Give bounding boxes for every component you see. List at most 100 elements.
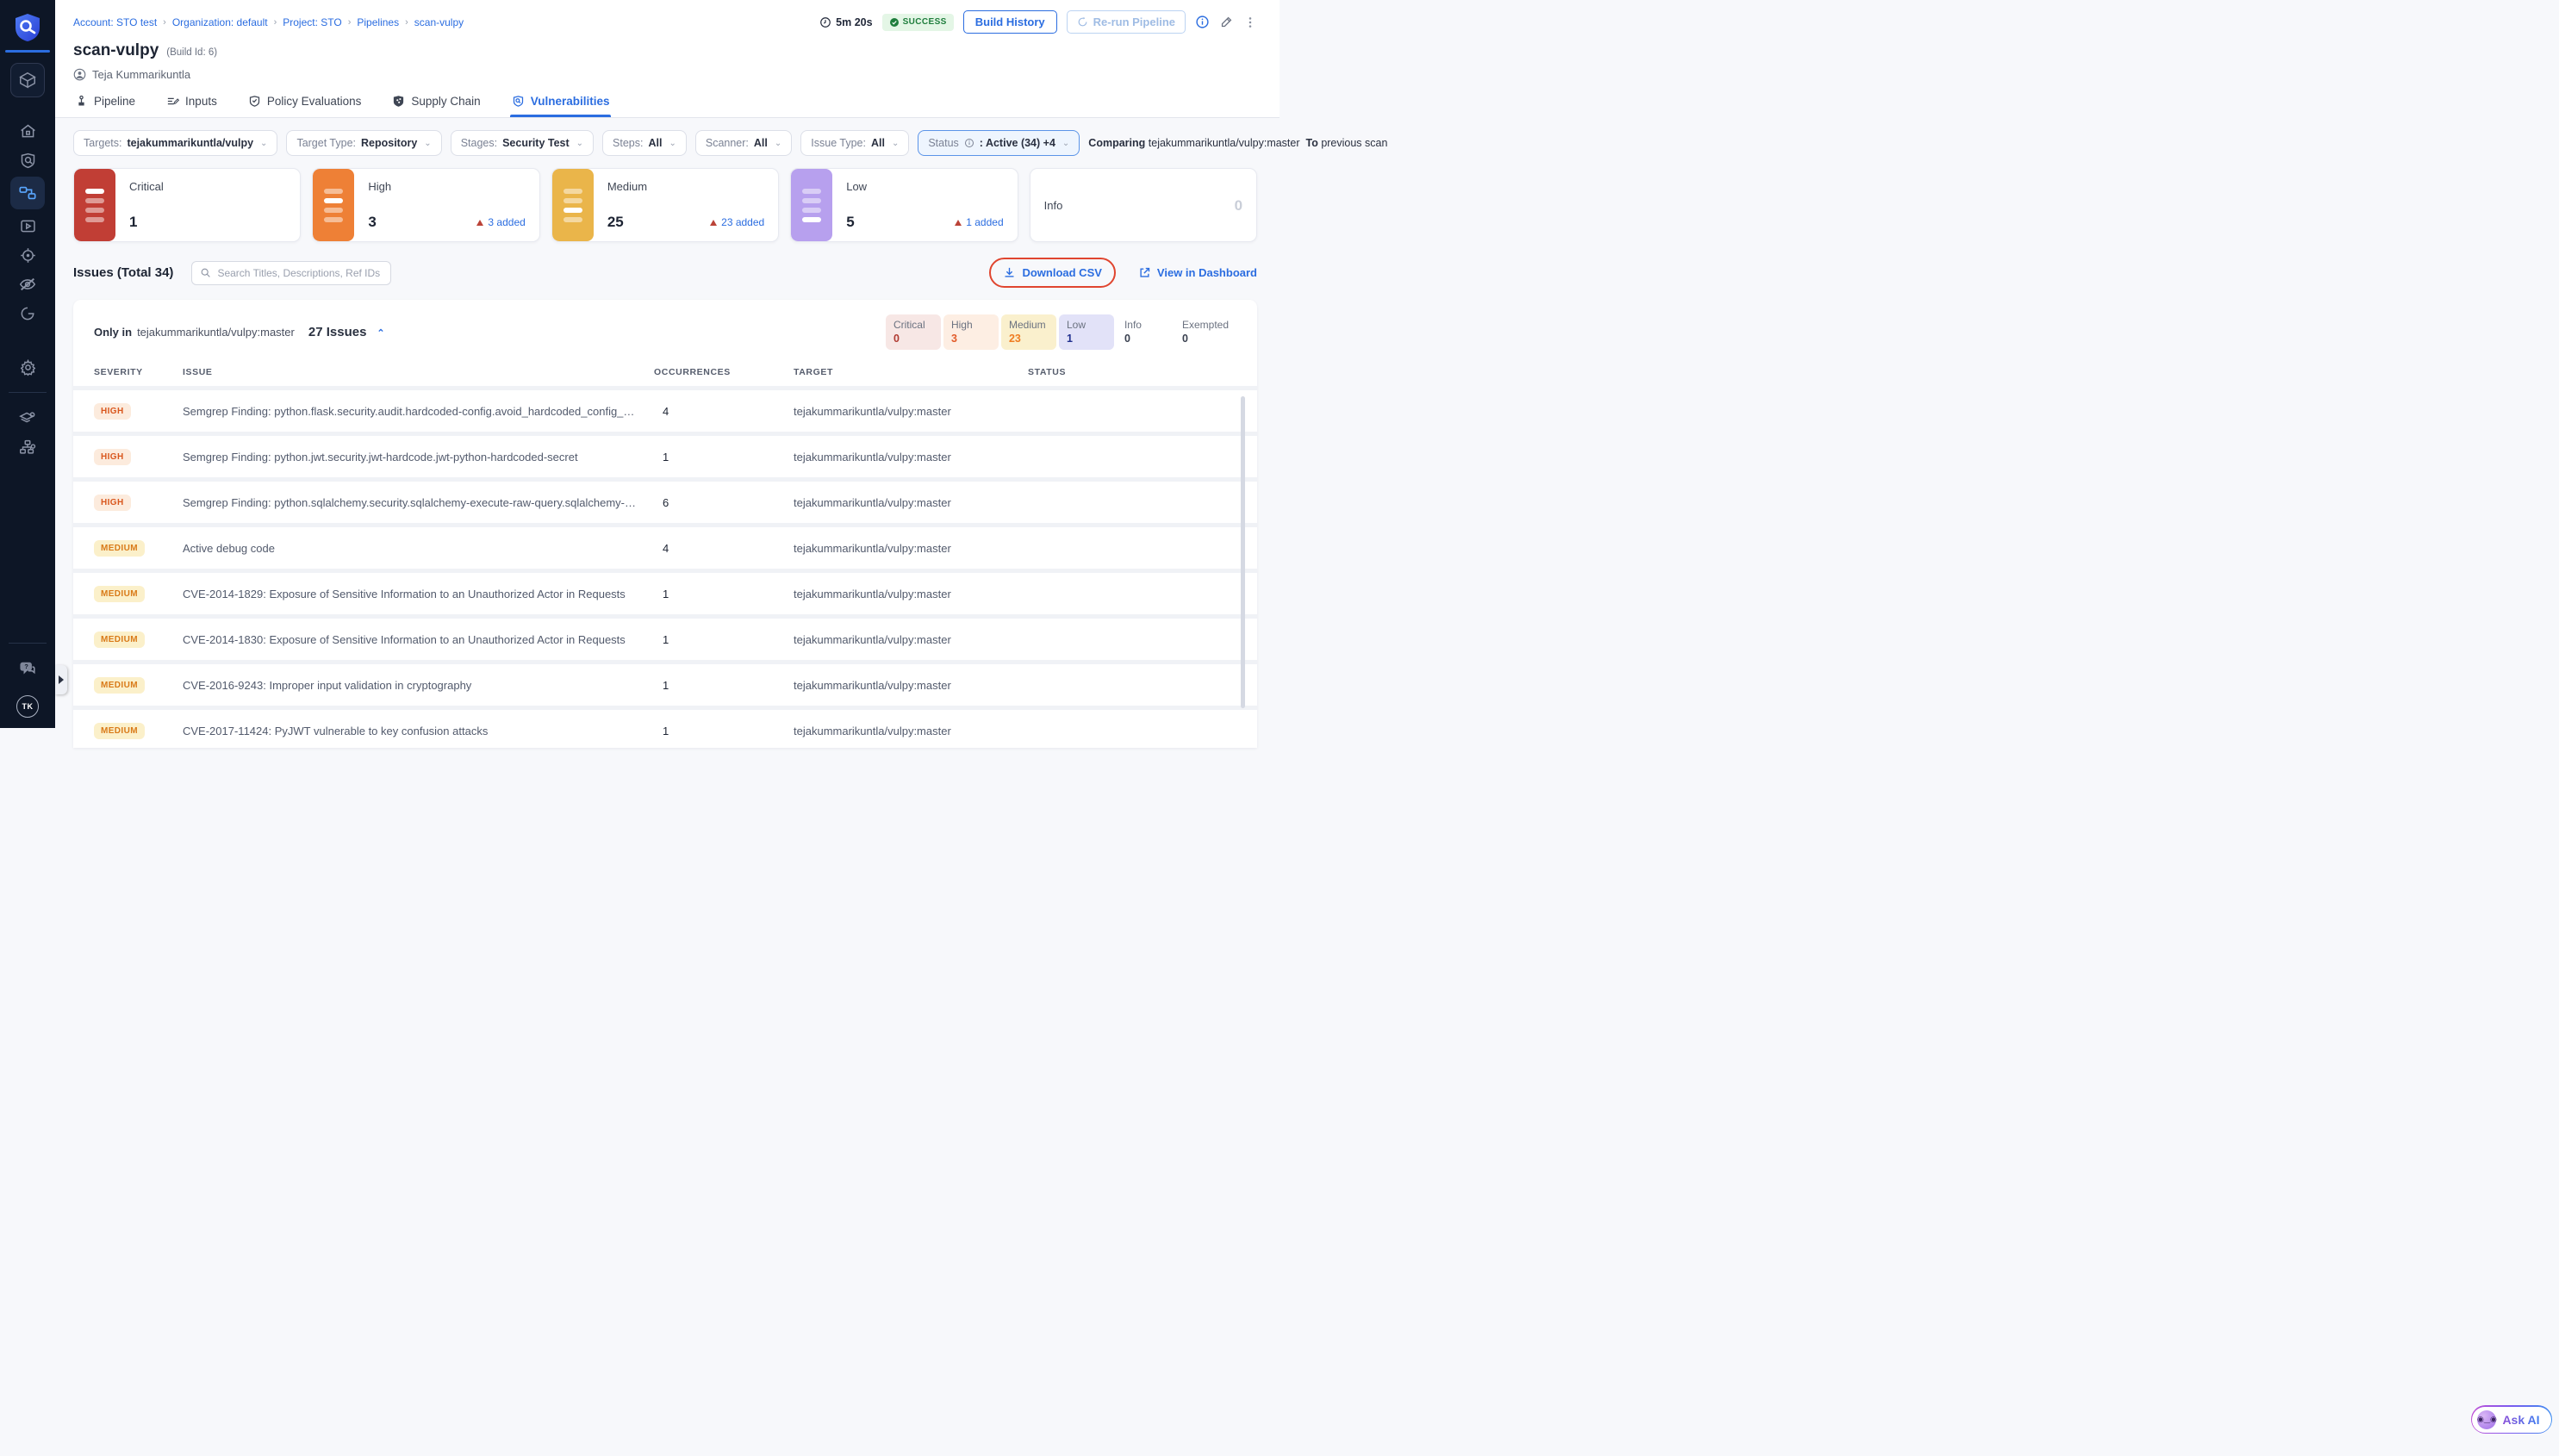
table-row[interactable]: HIGH Semgrep Finding: python.sqlalchemy.…: [73, 482, 1257, 523]
issues-panel: Only in tejakummarikuntla/vulpy:master 2…: [73, 300, 1257, 748]
view-in-dashboard-button[interactable]: View in Dashboard: [1138, 266, 1257, 279]
issues-total-title: Issues (Total 34): [73, 265, 173, 280]
module-cube-icon[interactable]: [10, 63, 45, 97]
table-row[interactable]: MEDIUM CVE-2016-9243: Improper input val…: [73, 664, 1257, 706]
table-scrollbar[interactable]: [1241, 396, 1245, 708]
sidebar-item-exemptions-icon[interactable]: [10, 299, 45, 328]
low-count: 5: [846, 214, 854, 231]
sidebar: ? TK: [0, 0, 55, 728]
collapse-chevron-icon[interactable]: ⌃: [377, 327, 384, 339]
table-row[interactable]: MEDIUM CVE-2017-11424: PyJWT vulnerable …: [73, 710, 1257, 748]
delta-up-icon: [710, 220, 717, 226]
critical-count: 1: [129, 214, 137, 231]
severity-badge: MEDIUM: [94, 632, 145, 648]
breadcrumb-project[interactable]: Project: STO: [283, 16, 341, 28]
sidebar-item-executions[interactable]: [10, 211, 45, 240]
build-history-button[interactable]: Build History: [963, 10, 1057, 34]
filter-scanner[interactable]: Scanner:All⌄: [695, 130, 792, 156]
table-row[interactable]: HIGH Semgrep Finding: python.jwt.securit…: [73, 436, 1257, 477]
target: tejakummarikuntla/vulpy:master: [794, 451, 1028, 464]
status-badge: SUCCESS: [882, 14, 954, 31]
table-row[interactable]: HIGH Semgrep Finding: python.flask.secur…: [73, 390, 1257, 432]
chip-high: High3: [943, 314, 999, 350]
expand-triangle-icon: [59, 675, 64, 684]
table-header: SEVERITYISSUEOCCURRENCESTARGETSTATUS: [73, 358, 1257, 386]
svg-text:?: ?: [24, 663, 28, 670]
table-row[interactable]: MEDIUM Active debug code 4 tejakummariku…: [73, 527, 1257, 569]
tab-policy-evaluations[interactable]: Policy Evaluations: [246, 87, 364, 117]
severity-badge: HIGH: [94, 449, 131, 465]
sidebar-expand-handle[interactable]: [55, 665, 67, 694]
issue-title: Semgrep Finding: python.jwt.security.jwt…: [183, 451, 654, 464]
ask-ai-button[interactable]: ◉‿◉ Ask AI: [2471, 1405, 2552, 1434]
card-high[interactable]: High 3 3 added: [312, 168, 539, 242]
sidebar-item-pipelines[interactable]: [10, 177, 45, 209]
severity-badge: MEDIUM: [94, 586, 145, 602]
card-low[interactable]: Low 5 1 added: [790, 168, 1018, 242]
table-row[interactable]: MEDIUM CVE-2014-1830: Exposure of Sensit…: [73, 619, 1257, 660]
table-row[interactable]: MEDIUM CVE-2014-1829: Exposure of Sensit…: [73, 573, 1257, 614]
chevron-down-icon: ⌄: [260, 139, 267, 148]
chevron-down-icon: ⌄: [775, 139, 781, 148]
tab-supply-chain[interactable]: Supply Chain: [390, 87, 482, 117]
sidebar-divider: [9, 392, 47, 393]
info-icon[interactable]: [1195, 15, 1210, 29]
tab-bar: Pipeline Inputs Policy Evaluations Suppl…: [73, 87, 611, 117]
search-icon: [200, 267, 211, 278]
edit-pencil-icon[interactable]: [1219, 15, 1234, 29]
issues-search[interactable]: [191, 261, 391, 285]
user-icon: [73, 68, 86, 81]
sidebar-item-settings-gear-icon[interactable]: [10, 352, 45, 382]
chevron-down-icon: ⌄: [576, 139, 583, 148]
info-count: 0: [1235, 197, 1242, 215]
issue-title: CVE-2014-1829: Exposure of Sensitive Inf…: [183, 588, 654, 600]
filter-status[interactable]: Status : Active (34) +4⌄: [918, 130, 1080, 156]
card-info[interactable]: Info0: [1030, 168, 1257, 242]
help-chat-icon[interactable]: ?: [10, 654, 45, 683]
check-circle-icon: [889, 17, 900, 28]
chip-low: Low1: [1059, 314, 1114, 350]
filter-stages[interactable]: Stages:Security Test⌄: [451, 130, 594, 156]
rerun-pipeline-button[interactable]: Re-run Pipeline: [1067, 10, 1186, 34]
filter-issue-type[interactable]: Issue Type:All⌄: [800, 130, 909, 156]
severity-badge: HIGH: [94, 495, 131, 511]
breadcrumb-organization[interactable]: Organization: default: [172, 16, 268, 28]
chip-critical: Critical0: [886, 314, 941, 350]
kebab-menu-icon[interactable]: [1243, 16, 1257, 29]
supply-chain-shield-icon: [392, 95, 405, 108]
issue-title: Semgrep Finding: python.sqlalchemy.secur…: [183, 496, 654, 509]
target: tejakummarikuntla/vulpy:master: [794, 725, 1028, 737]
severity-badge: HIGH: [94, 403, 131, 420]
search-input[interactable]: [217, 267, 383, 279]
high-delta: 3 added: [476, 216, 525, 228]
filter-target-type[interactable]: Target Type:Repository⌄: [286, 130, 441, 156]
author-name: Teja Kummarikuntla: [92, 68, 190, 81]
download-csv-button[interactable]: Download CSV: [1003, 266, 1101, 279]
card-critical[interactable]: Critical 1: [73, 168, 301, 242]
sidebar-item-home[interactable]: [10, 116, 45, 146]
occurrences: 1: [654, 725, 794, 737]
user-avatar[interactable]: TK: [16, 695, 39, 718]
card-medium[interactable]: Medium 25 23 added: [551, 168, 779, 242]
filter-steps[interactable]: Steps:All⌄: [602, 130, 687, 156]
rerun-icon: [1077, 16, 1088, 28]
ai-assistant-icon: ◉‿◉: [2477, 1410, 2496, 1429]
sidebar-item-targets[interactable]: [10, 240, 45, 270]
issue-title: CVE-2014-1830: Exposure of Sensitive Inf…: [183, 633, 654, 646]
download-icon: [1003, 266, 1016, 279]
breadcrumb-pipelines[interactable]: Pipelines: [357, 16, 399, 28]
breadcrumb-account[interactable]: Account: STO test: [73, 16, 157, 28]
tab-pipeline[interactable]: Pipeline: [73, 87, 137, 117]
comparing-label: Comparing tejakummarikuntla/vulpy:master…: [1088, 137, 1387, 149]
target: tejakummarikuntla/vulpy:master: [794, 633, 1028, 646]
tab-inputs[interactable]: Inputs: [165, 87, 219, 117]
tab-vulnerabilities[interactable]: Vulnerabilities: [510, 87, 612, 117]
filter-targets[interactable]: Targets:tejakummarikuntla/vulpy⌄: [73, 130, 277, 156]
sidebar-item-org-settings-icon[interactable]: [10, 432, 45, 462]
sidebar-item-project-settings-icon[interactable]: [10, 403, 45, 432]
chevron-down-icon: ⌄: [669, 139, 676, 148]
sidebar-item-overview-icon[interactable]: [10, 146, 45, 175]
sidebar-item-baselines-eye-off-icon[interactable]: [10, 270, 45, 299]
external-link-icon: [1138, 266, 1151, 279]
breadcrumb-current[interactable]: scan-vulpy: [414, 16, 464, 28]
